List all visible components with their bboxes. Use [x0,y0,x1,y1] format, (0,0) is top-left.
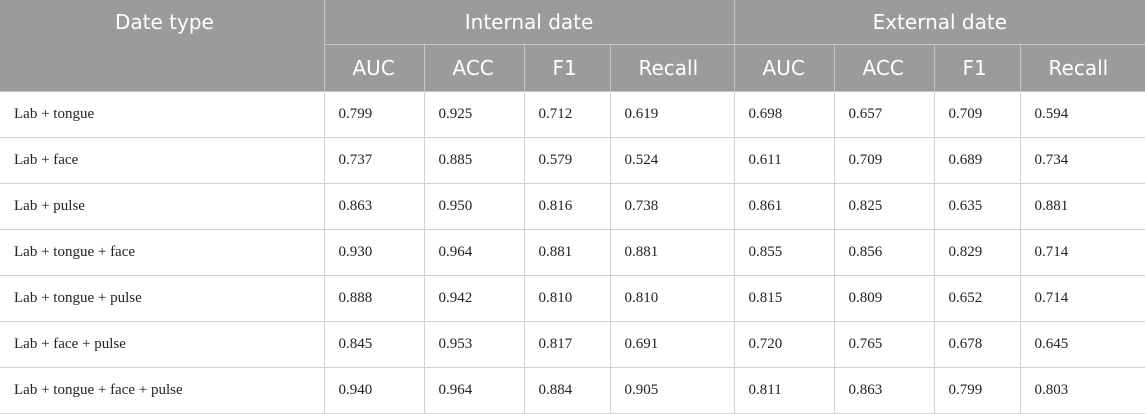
value-cell: 0.720 [733,321,835,368]
value-cell: 0.884 [523,367,611,414]
value-cell: 0.709 [933,91,1021,138]
value-cell: 0.765 [833,321,935,368]
value-cell: 0.738 [609,183,735,230]
value-cell: 0.825 [833,183,935,230]
value-cell: 0.942 [423,275,525,322]
value-cell: 0.863 [833,367,935,414]
table-row: Lab + tongue + pulse 0.888 0.942 0.810 0.810… [0,275,1145,322]
value-cell: 0.845 [323,321,425,368]
metric-header: ACC [423,44,525,92]
value-cell: 0.964 [423,367,525,414]
row-label-cell: Lab + face + pulse [0,321,325,368]
row-label-cell: Lab + tongue + face + pulse [0,367,325,414]
row-label-cell: Lab + tongue + pulse [0,275,325,322]
metric-header: AUC [733,44,835,92]
row-label-cell: Lab + tongue [0,91,325,138]
value-cell: 0.930 [323,229,425,276]
value-cell: 0.594 [1019,91,1145,138]
row-label-cell: Lab + pulse [0,183,325,230]
value-cell: 0.905 [609,367,735,414]
value-cell: 0.881 [1019,183,1145,230]
value-cell: 0.881 [609,229,735,276]
value-cell: 0.829 [933,229,1021,276]
value-cell: 0.861 [733,183,835,230]
value-cell: 0.712 [523,91,611,138]
value-cell: 0.817 [523,321,611,368]
group-header-external: External date [733,0,1145,45]
value-cell: 0.524 [609,137,735,184]
value-cell: 0.810 [523,275,611,322]
table-header: Date type Internal date External date AU… [0,0,1145,92]
metric-header: Recall [1019,44,1145,92]
table-body: Lab + tongue 0.799 0.925 0.712 0.619 0.698 0.6… [0,91,1145,414]
value-cell: 0.811 [733,367,835,414]
value-cell: 0.698 [733,91,835,138]
value-cell: 0.799 [323,91,425,138]
value-cell: 0.737 [323,137,425,184]
table-row: Lab + face + pulse 0.845 0.953 0.817 0.691 0.… [0,321,1145,368]
table-row: Lab + pulse 0.863 0.950 0.816 0.738 0.861 0.82… [0,183,1145,230]
value-cell: 0.678 [933,321,1021,368]
value-cell: 0.809 [833,275,935,322]
value-cell: 0.863 [323,183,425,230]
value-cell: 0.709 [833,137,935,184]
value-cell: 0.856 [833,229,935,276]
value-cell: 0.815 [733,275,835,322]
value-cell: 0.734 [1019,137,1145,184]
metric-header: F1 [933,44,1021,92]
value-cell: 0.881 [523,229,611,276]
value-cell: 0.652 [933,275,1021,322]
value-cell: 0.950 [423,183,525,230]
value-cell: 0.579 [523,137,611,184]
value-cell: 0.714 [1019,275,1145,322]
value-cell: 0.885 [423,137,525,184]
table-row: Lab + tongue 0.799 0.925 0.712 0.619 0.698 0.6… [0,91,1145,138]
value-cell: 0.816 [523,183,611,230]
value-cell: 0.799 [933,367,1021,414]
value-cell: 0.689 [933,137,1021,184]
value-cell: 0.925 [423,91,525,138]
value-cell: 0.953 [423,321,525,368]
row-label-cell: Lab + tongue + face [0,229,325,276]
value-cell: 0.803 [1019,367,1145,414]
value-cell: 0.714 [1019,229,1145,276]
value-cell: 0.619 [609,91,735,138]
table-row: Lab + tongue + face + pulse 0.940 0.964 0.8… [0,367,1145,414]
row-header-cell: Date type [0,0,325,92]
value-cell: 0.810 [609,275,735,322]
value-cell: 0.888 [323,275,425,322]
table-row: Lab + face 0.737 0.885 0.579 0.524 0.611 0.709… [0,137,1145,184]
value-cell: 0.964 [423,229,525,276]
row-label-cell: Lab + face [0,137,325,184]
metric-header: Recall [609,44,735,92]
value-cell: 0.657 [833,91,935,138]
value-cell: 0.691 [609,321,735,368]
table-row: Lab + tongue + face 0.930 0.964 0.881 0.881 0… [0,229,1145,276]
value-cell: 0.635 [933,183,1021,230]
metric-header: AUC [324,44,425,92]
metric-header: F1 [523,44,611,92]
metric-header: ACC [833,44,935,92]
group-header-internal: Internal date [323,0,735,45]
value-cell: 0.611 [733,137,835,184]
value-cell: 0.940 [323,367,425,414]
value-cell: 0.855 [733,229,835,276]
value-cell: 0.645 [1019,321,1145,368]
